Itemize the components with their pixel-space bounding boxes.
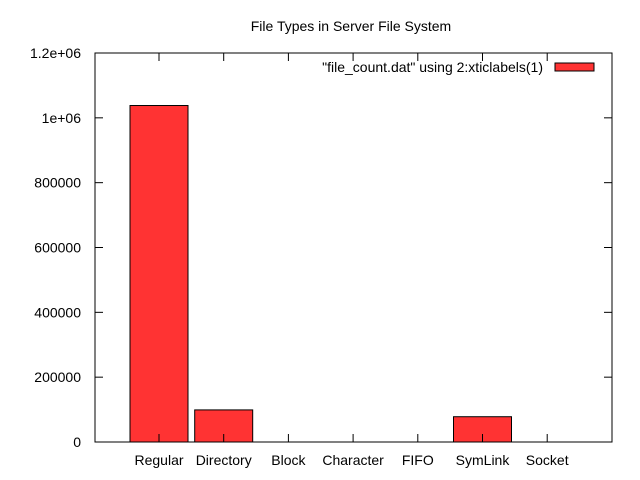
y-tick-label: 600000 [34,240,81,256]
legend-swatch [554,62,595,72]
chart-title: File Types in Server File System [251,18,451,34]
x-tick-label-directory: Directory [196,452,252,468]
x-tick-label-character: Character [322,452,384,468]
legend-label: "file_count.dat" using 2:xticlabels(1) [322,59,543,75]
x-tick-label-fifo: FIFO [402,452,434,468]
bars [129,105,512,443]
x-tick-label-socket: Socket [526,452,569,468]
x-axis: Regular Directory Block Character FIFO SymLin… [134,53,569,468]
y-tick-label: 1e+06 [42,110,82,126]
x-tick-label-regular: Regular [134,452,183,468]
y-tick-label: 1.2e+06 [30,45,81,61]
y-tick-label: 0 [73,434,81,450]
legend: "file_count.dat" using 2:xticlabels(1) [322,59,595,75]
y-tick-label: 800000 [34,175,81,191]
y-tick-label: 200000 [34,369,81,385]
x-tick-label-symlink: SymLink [456,452,511,468]
bar-regular [129,105,189,443]
y-tick-label: 400000 [34,304,81,320]
x-tick-label-block: Block [271,452,306,468]
y-axis: 0 200000 400000 600000 800000 1e+06 1.2e+06 [30,45,612,450]
